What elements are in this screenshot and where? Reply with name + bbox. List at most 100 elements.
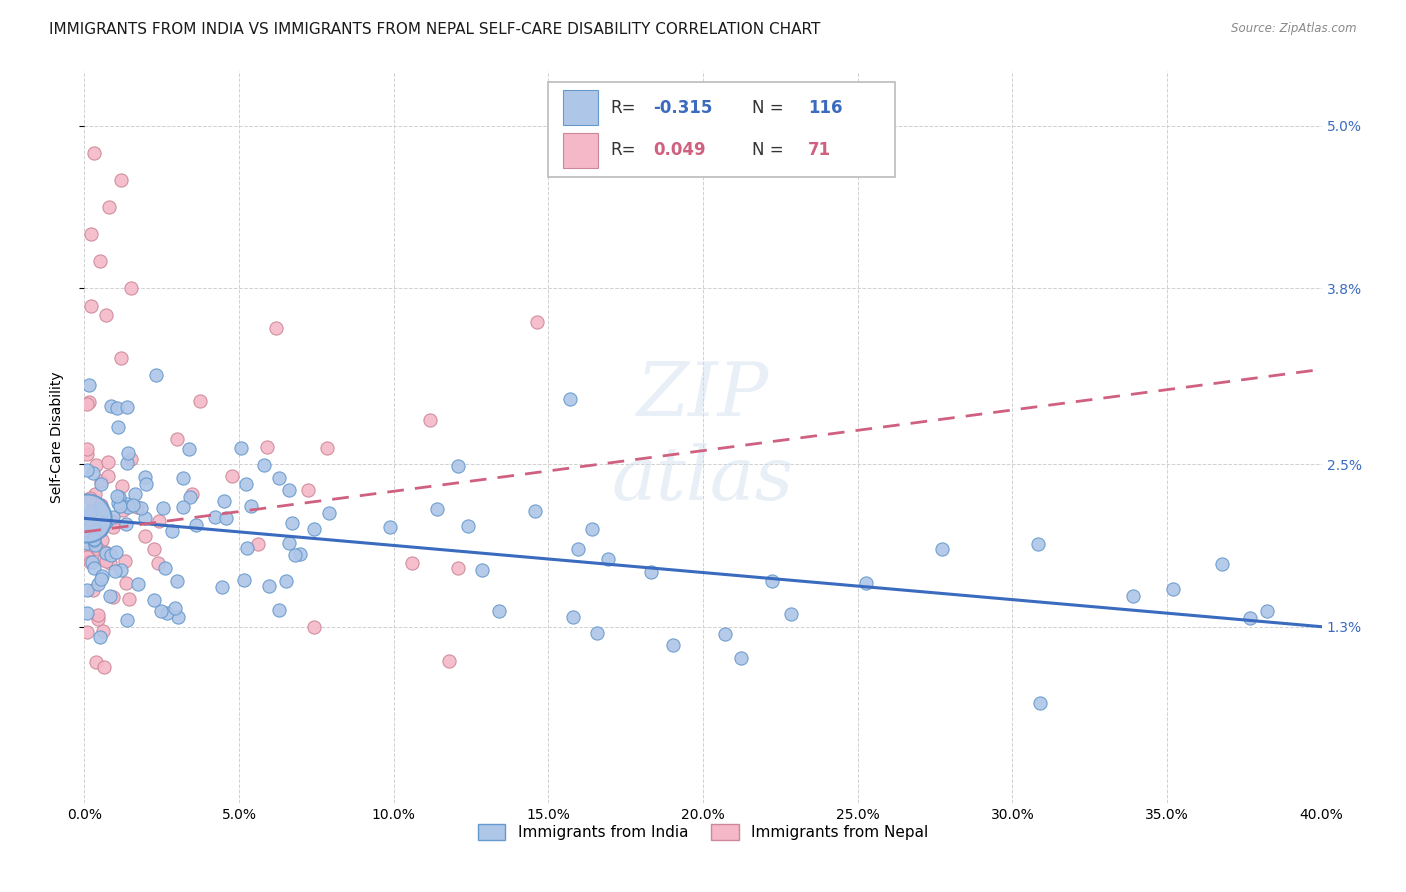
- Point: [304, 620, 326, 634]
- Point: [110, 563, 132, 577]
- Point: [98, 556, 121, 570]
- Point: [117, 446, 139, 460]
- Point: [86, 458, 108, 472]
- Point: [115, 497, 138, 511]
- Point: [471, 563, 494, 577]
- Point: [134, 511, 156, 525]
- Point: [100, 515, 122, 529]
- Text: R=: R=: [610, 141, 636, 160]
- Point: [105, 545, 128, 559]
- Point: [131, 500, 153, 515]
- Text: ZIP
atlas: ZIP atlas: [612, 359, 794, 516]
- Point: [77, 512, 100, 526]
- Point: [82, 583, 104, 598]
- Point: [426, 501, 449, 516]
- Point: [76, 606, 98, 620]
- Point: [120, 281, 142, 295]
- Point: [91, 624, 114, 638]
- Point: [278, 535, 301, 549]
- Point: [274, 574, 297, 589]
- Point: [97, 455, 120, 469]
- Point: [120, 452, 142, 467]
- Point: [581, 522, 603, 536]
- Text: IMMIGRANTS FROM INDIA VS IMMIGRANTS FROM NEPAL SELF-CARE DISABILITY CORRELATION : IMMIGRANTS FROM INDIA VS IMMIGRANTS FROM…: [49, 22, 821, 37]
- Point: [457, 519, 479, 533]
- Point: [101, 520, 124, 534]
- Point: [447, 561, 470, 575]
- Point: [145, 368, 167, 382]
- Point: [1161, 582, 1184, 596]
- Point: [1122, 589, 1144, 603]
- Point: [419, 413, 441, 427]
- Point: [101, 510, 124, 524]
- Point: [283, 548, 305, 562]
- Point: [114, 575, 136, 590]
- Point: [79, 555, 101, 569]
- Point: [318, 506, 340, 520]
- Point: [79, 491, 101, 505]
- Point: [378, 520, 401, 534]
- Point: [401, 556, 423, 570]
- Point: [585, 626, 607, 640]
- Point: [76, 528, 98, 542]
- Point: [256, 440, 278, 454]
- Point: [247, 537, 270, 551]
- Point: [76, 535, 98, 549]
- Point: [172, 500, 194, 514]
- Point: [90, 477, 112, 491]
- Point: [181, 487, 204, 501]
- Point: [107, 420, 129, 434]
- Point: [82, 467, 104, 481]
- Point: [114, 554, 136, 568]
- Point: [447, 458, 470, 473]
- Point: [204, 510, 226, 524]
- Point: [83, 561, 105, 575]
- Point: [160, 524, 183, 539]
- Point: [100, 549, 122, 563]
- Point: [110, 172, 132, 186]
- Point: [110, 499, 132, 513]
- Point: [278, 483, 301, 497]
- Text: 116: 116: [808, 99, 842, 117]
- Point: [94, 308, 117, 322]
- Point: [97, 469, 120, 483]
- Point: [107, 496, 129, 510]
- Point: [89, 254, 111, 268]
- FancyBboxPatch shape: [548, 82, 894, 178]
- Point: [115, 614, 138, 628]
- Point: [124, 487, 146, 501]
- Point: [1026, 537, 1049, 551]
- Point: [80, 541, 103, 556]
- Point: [98, 589, 121, 603]
- Point: [297, 483, 319, 497]
- Point: [83, 145, 105, 160]
- Point: [761, 574, 783, 588]
- Point: [235, 477, 257, 491]
- Point: [93, 545, 115, 559]
- Point: [253, 458, 276, 472]
- Point: [567, 541, 589, 556]
- Point: [1239, 610, 1261, 624]
- Point: [561, 610, 583, 624]
- Point: [115, 517, 138, 532]
- Point: [221, 469, 243, 483]
- Point: [117, 591, 139, 606]
- Point: [165, 600, 187, 615]
- Point: [93, 552, 115, 566]
- Point: [166, 609, 188, 624]
- Point: [76, 625, 98, 640]
- Point: [288, 547, 311, 561]
- Point: [83, 524, 105, 538]
- Point: [146, 556, 169, 570]
- Point: [90, 573, 112, 587]
- Point: [437, 654, 460, 668]
- Point: [93, 660, 115, 674]
- Point: [79, 506, 101, 520]
- Point: [80, 299, 103, 313]
- Point: [166, 432, 188, 446]
- Point: [76, 442, 98, 457]
- Point: [233, 573, 256, 587]
- Point: [82, 532, 104, 546]
- Point: [84, 655, 107, 669]
- Point: [115, 400, 138, 414]
